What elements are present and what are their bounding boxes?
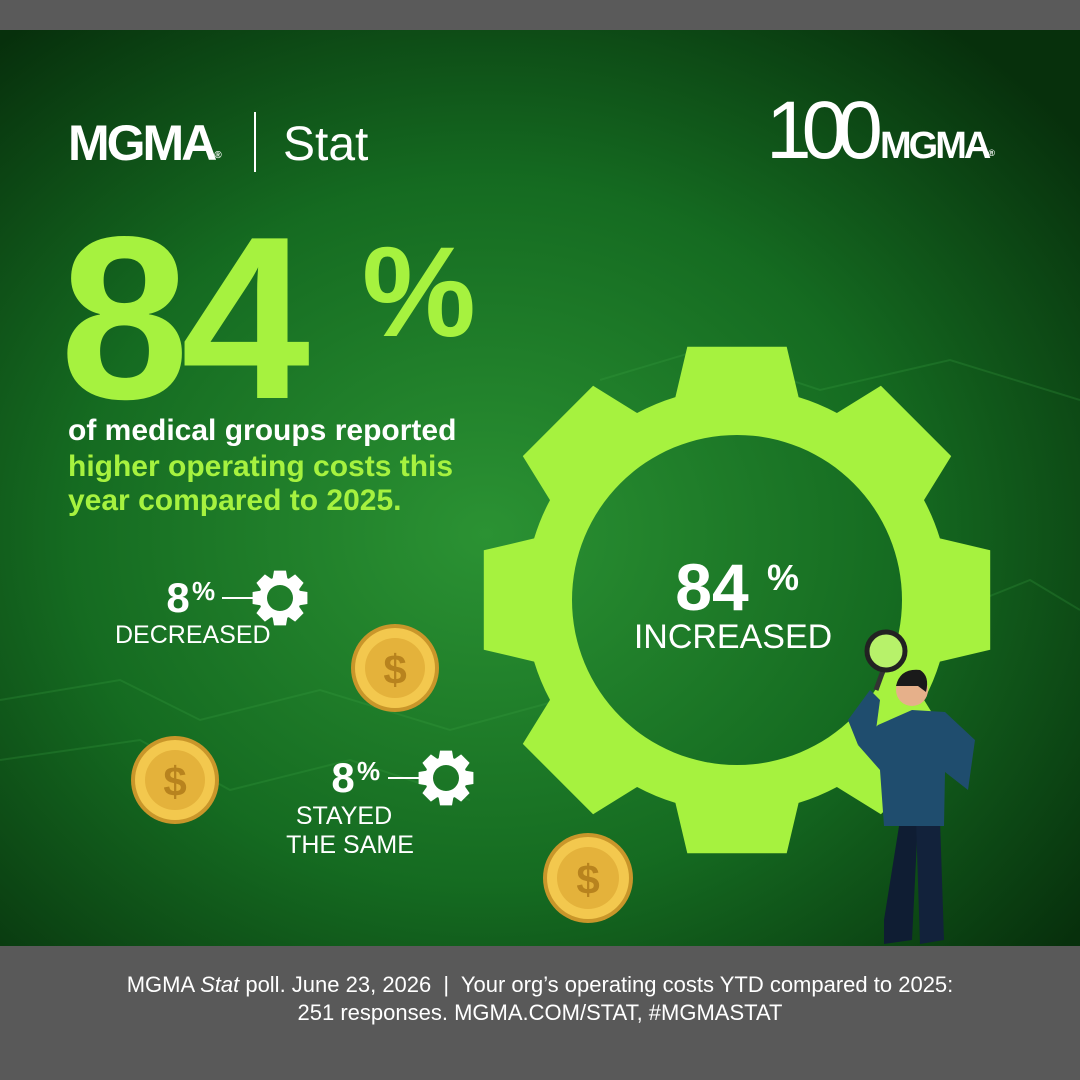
coin: $: [351, 624, 439, 712]
headline-number: 84: [60, 189, 309, 448]
same-unit: %: [357, 756, 380, 786]
footer-line: MGMA Stat poll. June 23, 2026 | Your org…: [127, 972, 954, 997]
footer-question: Your org’s operating costs YTD compared …: [461, 972, 953, 997]
logo-product: Stat: [283, 118, 368, 171]
increased-unit: %: [767, 557, 799, 598]
anniversary-name-text: MGMA: [880, 125, 991, 167]
footer-date: poll. June 23, 2026: [245, 972, 431, 997]
coin-symbol: $: [383, 646, 406, 693]
footer-source-italic: Stat: [200, 972, 240, 997]
increased-number: 84: [675, 550, 749, 624]
small-gear: [252, 570, 308, 626]
coin: $: [131, 736, 219, 824]
texture: [0, 348, 1080, 801]
footer-bar: [0, 946, 1080, 1080]
headline-unit: %: [362, 221, 476, 364]
description-highlight: higher operating costs this: [68, 450, 453, 483]
anniversary-number: 100: [766, 85, 880, 176]
footer-separator: |: [443, 972, 449, 997]
description-line: of medical groups reported: [68, 414, 456, 447]
increased-label: INCREASED: [634, 618, 832, 656]
small-gear: [418, 750, 474, 806]
person: [848, 629, 975, 944]
footer-line: 251 responses. MGMA.COM/STAT, #MGMASTAT: [298, 1000, 783, 1025]
same-label: THE SAME: [286, 831, 414, 859]
top-bar: [0, 0, 1080, 30]
footer-source: MGMA: [127, 972, 196, 997]
same-label: STAYED: [296, 802, 392, 830]
logo: MGMA®: [68, 115, 222, 171]
anniversary-name: MGMA®: [880, 125, 995, 167]
coin-symbol: $: [163, 758, 186, 805]
decreased-number: 8: [166, 574, 189, 621]
same-number: 8: [331, 754, 354, 801]
coin: $: [543, 833, 633, 923]
decreased-label: DECREASED: [115, 621, 271, 649]
logo-name: MGMA: [68, 115, 216, 171]
coin-symbol: $: [576, 856, 599, 903]
description-highlight: year compared to 2025.: [68, 484, 402, 517]
decreased-unit: %: [192, 576, 215, 606]
